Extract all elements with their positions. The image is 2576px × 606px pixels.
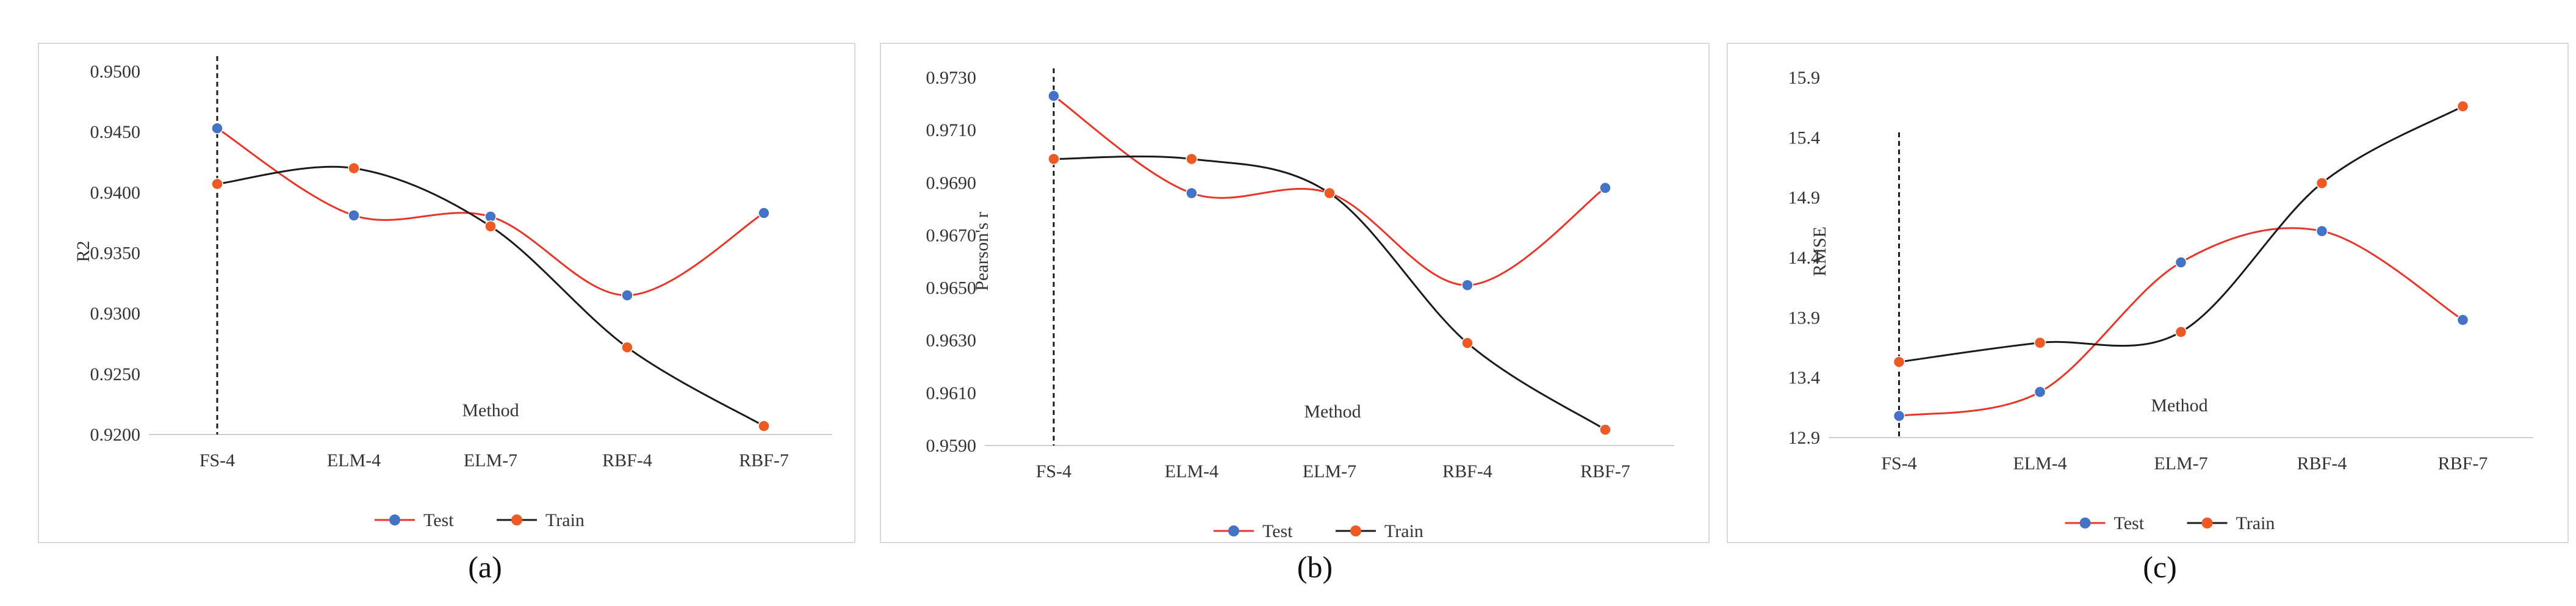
data-point-train (1048, 153, 1060, 165)
x-tick-label: ELM-4 (327, 450, 381, 471)
y-tick-label: 13.4 (1788, 368, 1821, 388)
y-tick-label: 0.9500 (90, 62, 141, 82)
x-tick-label: RBF-4 (1442, 461, 1492, 482)
chart-panel-c: 12.9 13.4 13.9 14.4 14.9 15.4 15.9 FS-4 ELM-4 ELM… (1727, 43, 2569, 543)
data-point-test (1599, 182, 1611, 194)
legend-label-test: Test (423, 510, 454, 530)
y-tick-label: 0.9350 (90, 243, 141, 264)
x-tick-label: FS-4 (200, 450, 235, 471)
data-point-test (348, 209, 360, 222)
x-tick-label: RBF-7 (1580, 461, 1630, 482)
legend-label-train: Train (1384, 521, 1423, 541)
data-point-train (621, 341, 633, 353)
y-tick-label: 0.9670 (926, 225, 977, 245)
y-axis-title: R2 (73, 240, 93, 262)
x-axis-title: Method (462, 400, 519, 420)
x-tick-label: RBF-4 (2297, 453, 2347, 474)
data-point-test (1048, 90, 1060, 102)
caption-b: (b) (1297, 550, 1333, 584)
y-tick-label: 14.4 (1788, 248, 1821, 268)
chart-panel-a: 0.9200 0.9250 0.9300 0.9350 0.9400 0.9450 0.95… (38, 43, 855, 543)
legend-marker-test (1228, 525, 1239, 536)
data-point-train (758, 420, 770, 432)
y-tick-label: 0.9650 (926, 278, 977, 298)
chart-svg-c: 12.9 13.4 13.9 14.4 14.9 15.4 15.9 FS-4 ELM-4 ELM… (1788, 68, 2533, 533)
series-line-train (1899, 105, 2464, 363)
y-tick-label: 13.9 (1788, 308, 1821, 328)
x-tick-label: ELM-7 (464, 450, 517, 471)
y-tick-label: 0.9300 (90, 304, 141, 324)
y-tick-label: 0.9200 (90, 425, 141, 445)
y-tick-label: 0.9610 (926, 383, 977, 403)
data-point-test (758, 207, 770, 219)
y-tick-label: 0.9250 (90, 364, 141, 384)
x-tick-label: RBF-4 (602, 450, 652, 471)
series-line-test (1899, 227, 2464, 417)
x-tick-label: RBF-7 (2438, 453, 2488, 474)
y-axis-title: Pearson's r (972, 212, 992, 291)
data-point-train (484, 220, 497, 233)
y-tick-label: 14.9 (1788, 188, 1821, 208)
series-line-train (1053, 155, 1606, 431)
legend-label-test: Test (2114, 513, 2145, 533)
caption-a: (a) (468, 550, 502, 584)
data-point-test (2456, 314, 2469, 326)
y-tick-label: 0.9690 (926, 173, 977, 193)
legend-marker-train (511, 514, 522, 525)
data-point-test (1185, 187, 1198, 200)
data-point-test (2034, 386, 2046, 399)
y-tick-label: 0.9590 (926, 436, 977, 456)
data-point-test (1893, 409, 1905, 422)
y-axis-title: RMSE (1810, 226, 1830, 276)
chart-panel-b: 0.9590 0.9610 0.9630 0.9650 0.9670 0.9690 0.97… (880, 43, 1710, 543)
x-tick-label: FS-4 (1036, 461, 1071, 482)
x-tick-label: ELM-7 (1303, 461, 1356, 482)
data-point-train (211, 178, 223, 190)
y-tick-label: 15.4 (1788, 128, 1821, 148)
data-point-test (2175, 256, 2187, 269)
legend-label-train: Train (545, 510, 585, 530)
y-tick-label: 15.9 (1788, 68, 1821, 88)
x-axis-title: Method (1304, 402, 1361, 422)
data-point-test (1461, 279, 1473, 292)
y-tick-label: 12.9 (1788, 428, 1821, 448)
data-point-train (1461, 337, 1473, 349)
x-axis-title: Method (2151, 395, 2207, 416)
x-tick-label: ELM-4 (2013, 453, 2067, 474)
x-tick-label: ELM-4 (1165, 461, 1218, 482)
data-point-test (2315, 225, 2328, 237)
series-line-train (217, 165, 765, 427)
data-point-train (348, 162, 360, 175)
data-point-train (2175, 326, 2187, 338)
legend-label-test: Test (1262, 521, 1293, 541)
y-tick-label: 0.9710 (926, 120, 977, 140)
legend-label-train: Train (2236, 513, 2275, 533)
data-point-test (621, 289, 633, 301)
chart-svg-a: 0.9200 0.9250 0.9300 0.9350 0.9400 0.9450 0.95… (73, 56, 832, 530)
data-point-test (211, 122, 223, 134)
y-tick-label: 0.9630 (926, 331, 977, 351)
y-tick-label: 0.9400 (90, 182, 141, 203)
caption-c: (c) (2143, 550, 2177, 584)
data-point-train (1893, 356, 1905, 368)
data-point-train (1599, 424, 1611, 436)
y-tick-label: 0.9450 (90, 122, 141, 142)
x-tick-label: ELM-7 (2154, 453, 2207, 474)
legend-marker-train (1350, 525, 1361, 536)
data-point-train (2456, 100, 2469, 112)
legend-marker-train (2201, 518, 2213, 528)
data-point-train (1185, 153, 1198, 165)
chart-svg-b: 0.9590 0.9610 0.9630 0.9650 0.9670 0.9690 0.97… (926, 68, 1674, 541)
legend-marker-test (389, 514, 400, 525)
y-tick-label: 0.9730 (926, 68, 977, 88)
x-tick-label: FS-4 (1881, 453, 1916, 474)
legend-marker-test (2079, 518, 2091, 528)
data-point-train (1323, 187, 1336, 200)
x-tick-label: RBF-7 (739, 450, 789, 471)
data-point-train (2034, 336, 2046, 349)
data-point-train (2315, 177, 2328, 189)
